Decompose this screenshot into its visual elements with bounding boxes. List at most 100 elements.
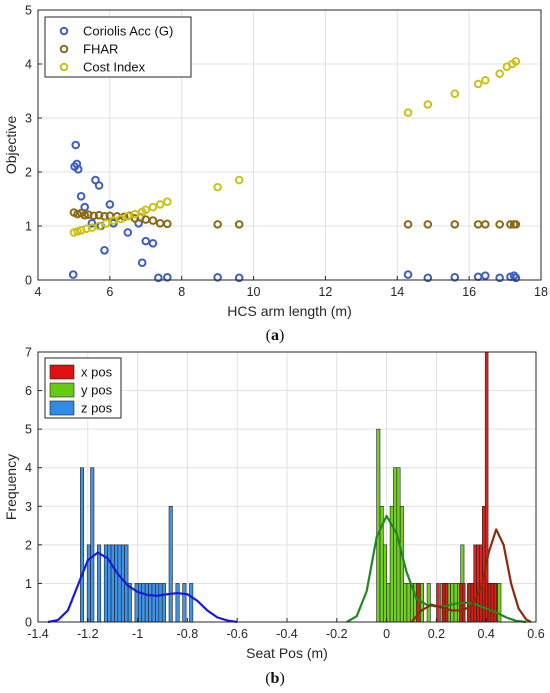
chart-b-bar [117,544,122,623]
chart-b-bar [80,467,85,623]
chart-a-point [148,238,158,248]
chart-a-point [511,57,521,66]
chart-a-series-1 [69,208,521,229]
chart-b-ytick-label: 3 [25,500,32,514]
chart-a-ytick-label: 0 [25,274,32,288]
chart-a-ytick-label: 3 [25,112,32,126]
chart-a-legend-marker [59,44,69,54]
chart-b-bar [151,583,156,623]
chart-a-point [130,209,140,219]
chart-a-xtick-label: 12 [318,285,332,299]
chart-a-point [87,223,97,232]
chart-a-point [506,220,515,229]
chart-a-point [116,214,125,224]
chart-b-bar [487,583,492,623]
chart-b-bar [444,583,449,623]
chart-b-bar [383,544,388,623]
chart-a-point [423,220,433,229]
chart-a-point [94,210,104,220]
chart-a-point [234,273,244,283]
chart-a-point [423,273,433,283]
chart-b-bar [406,583,411,623]
chart-b-bar [441,583,446,623]
chart-b-bar [158,583,163,623]
chart-b-ylabel: Frequency [3,454,19,520]
chart-a-point [473,272,483,282]
caption-b: (b) [265,670,285,687]
chart-b-bar [144,583,149,623]
chart-a-point [213,273,222,282]
chart-a-point [76,192,86,201]
chart-b-xtick-label: 0.2 [428,627,445,641]
chart-b-bar [403,583,408,623]
chart-a-point [68,270,78,279]
chart-b-legend-swatch [49,382,75,398]
chart-b-xlabel: Seat Pos (m) [246,645,328,661]
chart-a-point [481,75,490,85]
chart-a-point [495,69,504,79]
chart-b-ytick-label: 0 [25,616,32,630]
chart-b-ytick-label: 4 [25,461,32,475]
chart-a-point [141,215,151,224]
chart-a-point [94,221,104,231]
chart-b-xtick-label: -1.2 [77,627,99,641]
chart-b-legend-swatch [49,364,75,380]
chart-a-point [234,220,244,229]
chart-b-bar [482,505,486,623]
chart-a-point [495,273,504,283]
chart-b-bar [97,544,102,623]
chart-b-bar [120,544,125,623]
chart-a-point [213,182,222,192]
chart-a-point [403,220,413,229]
chart-b-xtick-label: -0.8 [177,627,199,641]
chart-a-point [154,273,163,283]
chart-a-point [163,219,172,229]
chart-b-bar [490,583,495,623]
chart-a-ylabel: Objective [3,116,19,175]
chart-b-bar [148,583,153,623]
chart-a-ytick-label: 1 [25,220,32,234]
chart-a-point [511,273,521,283]
chart-b-bar [399,505,404,623]
chart-b-bar [376,428,381,623]
chart-a-point [163,197,172,206]
chart-a-point [450,220,460,229]
chart-a-legend-box [44,16,192,78]
chart-a-point [89,211,98,221]
chart-b-legend-label: z pos [81,401,113,416]
chart-a-point [137,258,147,268]
chart-b-xtick-label: -0.2 [326,627,348,641]
chart-a-ytick-label: 2 [25,166,32,180]
chart-b-series-2 [416,351,497,623]
chart-b-bar [497,583,502,623]
chart-a-point [163,273,172,282]
chart-b-bar [426,583,431,623]
chart-a-point [423,100,433,109]
chart-a-point [403,270,413,279]
chart-a-point [473,79,483,89]
chart-b-bar [86,544,91,623]
chart-a-point [80,202,90,212]
chart-a-point [101,219,111,228]
chart-b-bar [114,544,119,623]
chart-a-point [73,165,83,174]
caption-a: (a) [265,327,285,344]
chart-b-ytick-label: 2 [25,538,32,552]
chart-a-point [148,216,158,225]
chart-a-point [481,220,490,229]
chart-a-xlabel: HCS arm length (m) [227,303,351,319]
chart-a-legend-label: Coriolis Acc (G) [83,24,173,39]
chart-b-ytick-label: 7 [25,346,32,360]
chart-a-series-0 [68,140,521,283]
chart-a-legend-marker [59,26,69,36]
chart-a-legend-label: Cost Index [83,60,146,75]
chart-b-bar [107,544,112,623]
chart-b-ytick-label: 1 [25,577,32,591]
chart-a-point [450,273,460,282]
chart-a-point [80,210,90,220]
chart-b-bar [168,505,173,623]
chart-b-legend-label: x pos [81,365,113,380]
chart-a-point [100,246,109,255]
chart-a-point [450,89,460,98]
